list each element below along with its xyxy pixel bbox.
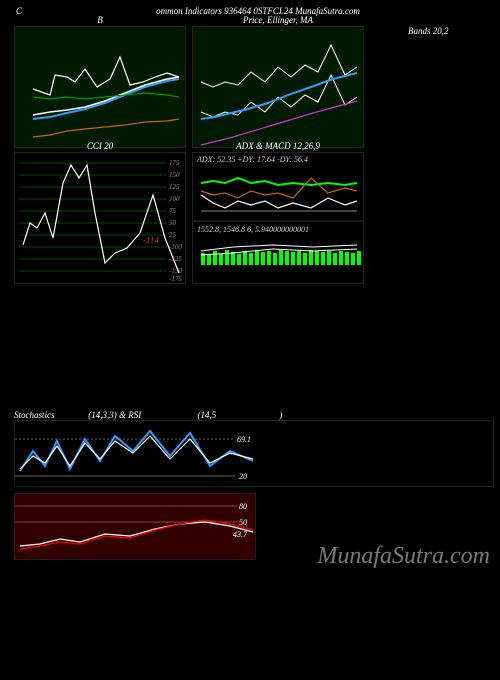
- lower-chart: 80 50 43.7: [15, 494, 255, 559]
- cci-chart: 175 150 125 100 75 50 25 -100 -125 -150-175 -114: [15, 153, 185, 283]
- svg-text:69.1: 69.1: [237, 435, 251, 444]
- rsi-title: SI (14,5 ): [134, 410, 283, 420]
- bb-title: B: [15, 15, 185, 25]
- stoch-title: Stochastics (14,3,3) & R: [14, 410, 134, 420]
- svg-text:-114: -114: [143, 235, 159, 245]
- svg-text:125: 125: [169, 183, 180, 191]
- svg-text:-125: -125: [169, 255, 182, 263]
- svg-text:-175: -175: [169, 275, 182, 283]
- svg-text:20: 20: [239, 472, 247, 481]
- envelope-panel: Price, Ellinger, MA: [192, 26, 364, 148]
- stochastics-chart: 69.1 20: [15, 421, 255, 486]
- svg-text:175: 175: [169, 159, 180, 167]
- svg-text:-100: -100: [169, 243, 182, 251]
- svg-text:80: 80: [239, 502, 247, 511]
- svg-text:75: 75: [169, 207, 177, 215]
- env-title: Price, Ellinger, MA: [193, 15, 363, 25]
- svg-text:50: 50: [239, 518, 247, 527]
- adx-values: ADX: 52.35 +DY: 17.64 -DY: 56.4: [197, 155, 308, 164]
- watermark: MunafaSutra.com: [317, 543, 490, 570]
- macd-values: 1552.8, 1546.8 6, 5.940000000001: [197, 225, 309, 234]
- svg-text:43.7: 43.7: [233, 530, 248, 539]
- cci-title: CCI 20: [15, 141, 185, 151]
- bb-chart: [15, 27, 185, 147]
- bands-label: Bands 20,2: [370, 26, 449, 148]
- svg-text:25: 25: [169, 231, 177, 239]
- svg-text:100: 100: [169, 195, 180, 203]
- adx-title: ADX & MACD 12,26,9: [193, 141, 363, 151]
- adx-macd-panel: ADX & MACD 12,26,9 ADX: 52.35 +DY: 17.64…: [192, 152, 364, 284]
- adx-macd-chart: [193, 153, 363, 283]
- svg-text:-150: -150: [169, 267, 182, 275]
- cci-panel: CCI 20 175150125100755025-100-125-150-17…: [14, 152, 186, 284]
- svg-text:50: 50: [169, 219, 177, 227]
- bollinger-panel: B: [14, 26, 186, 148]
- svg-text:150: 150: [169, 171, 180, 179]
- stochastics-panel: 69.1 20: [14, 420, 494, 487]
- lower-panel: 80 50 43.7: [14, 493, 256, 560]
- envelope-chart: [193, 27, 363, 147]
